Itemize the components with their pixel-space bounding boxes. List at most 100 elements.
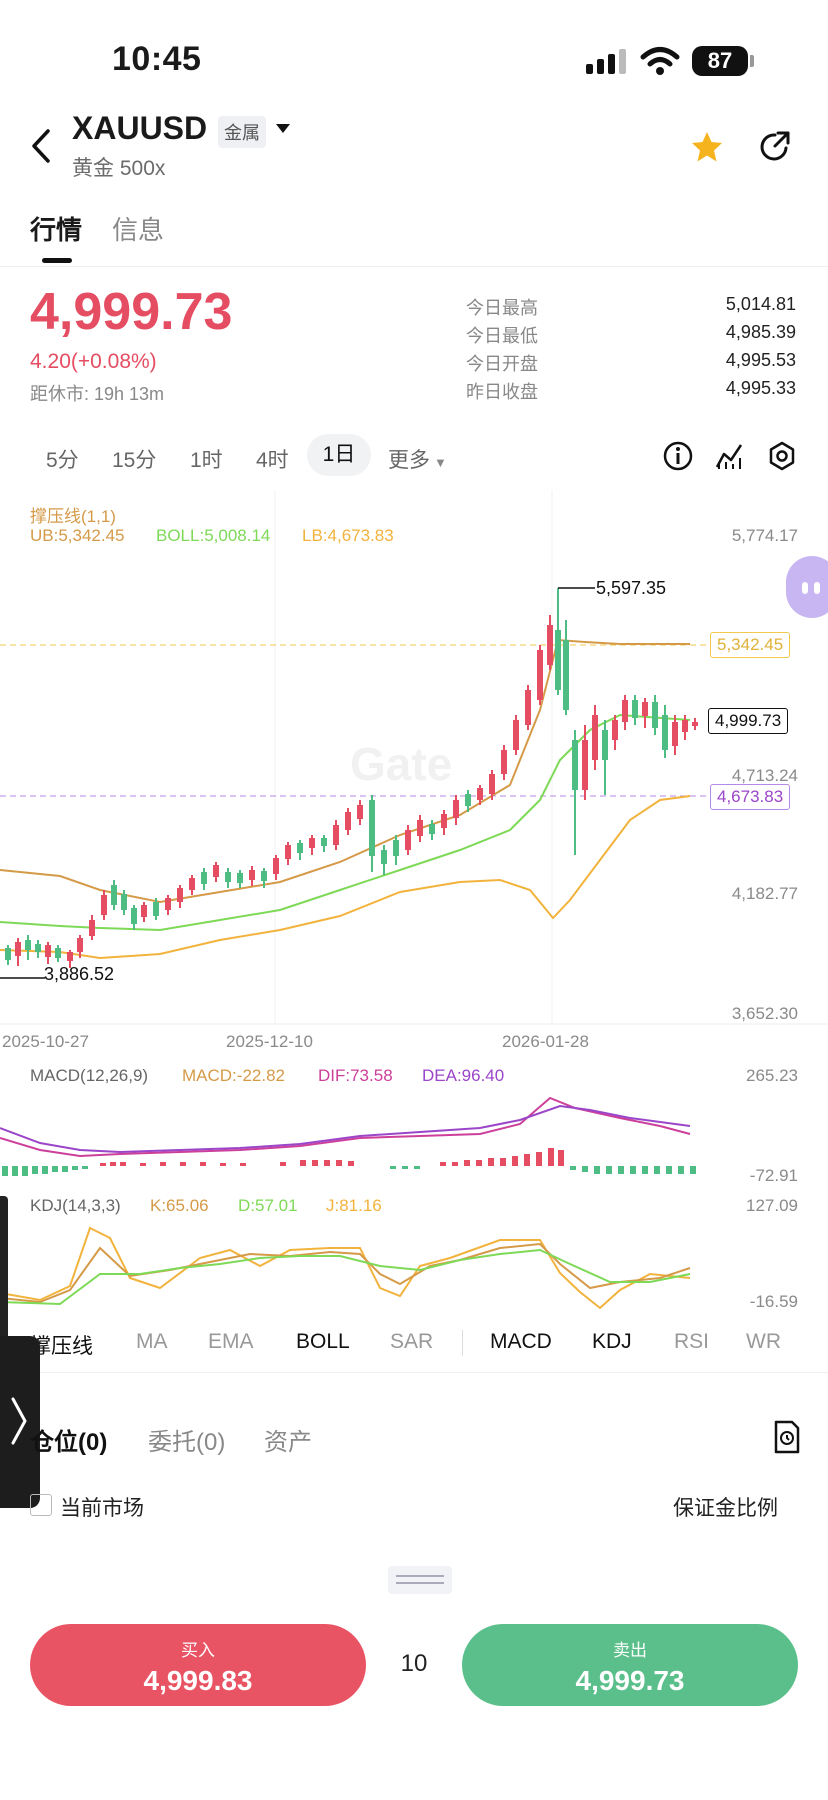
chevron-down-icon: ▼ [434,455,447,470]
floating-assistant-button[interactable] [786,556,828,618]
stat-value: 4,995.33 [725,378,796,398]
info-icon[interactable] [662,440,694,472]
high-price-label: 5,597.35 [596,578,667,598]
boll-lower-band [0,795,691,960]
indicator-tab-wr[interactable]: WR [746,1330,781,1353]
indicator-tab-macd[interactable]: MACD [490,1330,552,1353]
quantity-value[interactable]: 10 [400,1650,428,1677]
signal-icon [586,49,626,74]
margin-ratio-label: 保证金比例 [673,1497,778,1520]
interval-1d[interactable]: 1日 [307,434,371,476]
boll-upper-band [0,638,690,904]
indicator-tab-boll[interactable]: BOLL [296,1330,350,1353]
symbol-subtitle: 黄金 500x [72,157,166,180]
dea-value: DEA:96.40 [422,1066,505,1085]
macd-chart [0,1096,696,1176]
tab-assets[interactable]: 资产 [264,1429,312,1456]
y-axis-tick: 3,652.30 [731,1004,798,1023]
market-close-countdown: 距休市: 19h 13m [30,384,165,404]
divider [0,1372,828,1373]
indicator-tab-ma[interactable]: MA [136,1330,168,1353]
stat-label: 今日最高 [466,298,538,318]
symbol-dropdown-icon[interactable] [276,124,290,133]
price-change: 4.20(+0.08%) [30,350,157,373]
back-icon[interactable] [26,128,56,164]
battery-indicator: 87 [692,46,748,76]
x-axis-date: 2025-10-27 [2,1032,89,1051]
buy-price: 4,999.83 [143,1665,253,1696]
ub-price-tag: 5,342.45 [710,632,791,658]
chevron-right-icon [11,1397,27,1445]
tab-market[interactable]: 行情 [30,215,83,245]
y-axis-tick: 4,182.77 [731,884,798,903]
ub-value: UB:5,342.45 [30,526,125,545]
j-value: J:81.16 [326,1196,382,1215]
side-panel-toggle[interactable] [0,1336,40,1508]
stat-value: 4,995.53 [725,350,796,370]
d-value: D:57.01 [238,1196,298,1215]
sell-label: 卖出 [613,1641,647,1660]
tab-orders[interactable]: 委托(0) [148,1429,226,1456]
boll-value: BOLL:5,008.14 [156,526,271,545]
wifi-icon [640,47,680,75]
macd-axis-top: 265.23 [746,1066,798,1085]
stat-value: 4,985.39 [725,322,796,342]
sell-button[interactable]: 卖出 4,999.73 [462,1624,798,1706]
indicator-tab-ema[interactable]: EMA [208,1330,254,1353]
tab-info[interactable]: 信息 [112,215,165,245]
interval-5m[interactable]: 5分 [46,449,79,472]
lb-price-tag: 4,673.83 [710,784,791,810]
interval-more-label: 更多 [388,449,430,472]
kdj-chart [0,1226,691,1310]
kline-chart[interactable]: Gate [0,490,828,1030]
interval-4h[interactable]: 4时 [256,449,289,472]
overlay-title: 撑压线(1,1) [30,507,116,526]
tab-positions[interactable]: 仓位(0) [30,1429,108,1456]
share-icon[interactable] [758,130,792,164]
dea-line [0,1104,691,1154]
current-price-tag: 4,999.73 [708,708,789,734]
indicator-tab-sar[interactable]: SAR [390,1330,434,1353]
interval-1h[interactable]: 1时 [190,449,223,472]
candles [5,588,698,968]
dif-value: DIF:73.58 [318,1066,393,1085]
stat-label: 今日最低 [466,326,538,346]
indicator-tab-kdj[interactable]: KDJ [592,1330,632,1353]
order-history-icon[interactable] [772,1420,802,1454]
buy-button[interactable]: 买入 4,999.83 [30,1624,366,1706]
interval-15m[interactable]: 15分 [112,449,157,472]
settings-icon[interactable] [766,440,798,472]
divider [0,266,828,267]
draw-tool-icon[interactable] [714,440,746,472]
low-price-label: 3,886.52 [44,964,115,984]
kdj-axis-bottom: -16.59 [749,1292,798,1311]
kdj-axis-top: 127.09 [746,1196,798,1215]
divider [462,1330,463,1356]
current-market-checkbox[interactable] [30,1494,52,1516]
symbol-title[interactable]: XAUUSD [72,110,208,146]
stat-value: 5,014.81 [725,294,796,314]
favorite-star-icon[interactable] [690,130,724,164]
y-axis-tick: 4,713.24 [731,766,798,785]
y-axis-tick: 5,774.17 [731,526,798,545]
stat-label: 昨日收盘 [466,382,538,402]
stat-label: 今日开盘 [466,354,538,374]
category-badge: 金属 [218,116,266,148]
j-line [0,1226,691,1310]
kdj-name: KDJ(14,3,3) [30,1196,121,1215]
macd-axis-bottom: -72.91 [749,1166,798,1185]
indicator-tab-sr[interactable]: 撑压线 [30,1335,93,1358]
indicator-tab-rsi[interactable]: RSI [674,1330,710,1353]
tab-underline [42,258,72,263]
edge-drawer-handle[interactable] [0,1196,8,1346]
boll-middle-band [0,713,691,932]
k-value: K:65.06 [150,1196,209,1215]
dif-line [0,1096,691,1158]
status-time: 10:45 [112,40,202,78]
interval-more[interactable]: 更多 ▼ [388,444,447,474]
last-price: 4,999.73 [30,283,233,341]
drag-handle[interactable] [388,1566,452,1594]
watermark-logo: Gate [350,738,452,790]
macd-name: MACD(12,26,9) [30,1066,149,1085]
sell-price: 4,999.73 [575,1665,685,1696]
